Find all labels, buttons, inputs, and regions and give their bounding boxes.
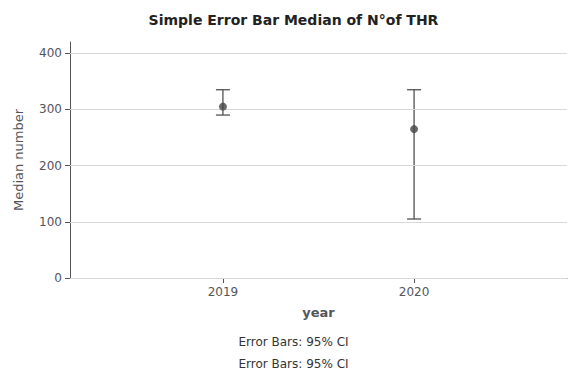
svg-text:300: 300: [39, 102, 62, 116]
svg-text:400: 400: [39, 46, 62, 60]
svg-text:Error Bars: 95% CI: Error Bars: 95% CI: [238, 335, 348, 349]
svg-text:2020: 2020: [399, 285, 430, 299]
svg-text:2019: 2019: [208, 285, 239, 299]
svg-text:year: year: [302, 305, 335, 320]
svg-text:Simple Error Bar Median of N°o: Simple Error Bar Median of N°of THR: [149, 12, 439, 28]
svg-text:0: 0: [54, 271, 62, 285]
svg-text:200: 200: [39, 159, 62, 173]
svg-text:Median number: Median number: [11, 108, 26, 211]
svg-text:100: 100: [39, 215, 62, 229]
svg-text:Error Bars: 95% CI: Error Bars: 95% CI: [238, 357, 348, 371]
